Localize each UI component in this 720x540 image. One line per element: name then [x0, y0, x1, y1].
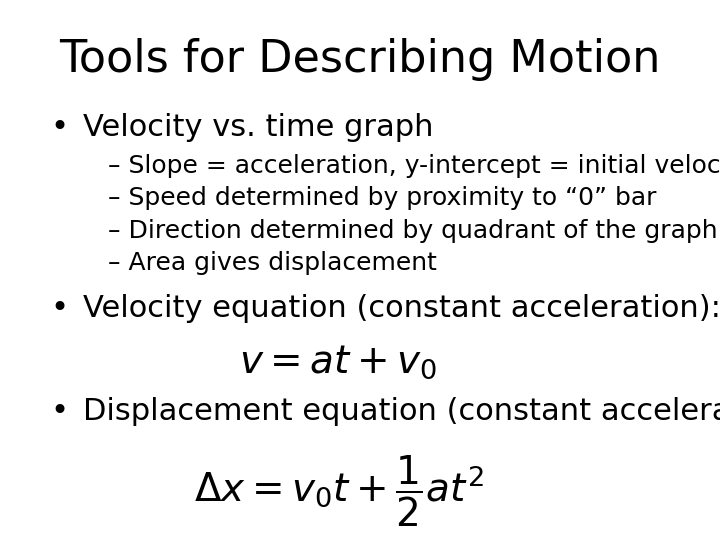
Text: – Direction determined by quadrant of the graph: – Direction determined by quadrant of th… [108, 219, 718, 242]
Text: Displacement equation (constant acceleration): Displacement equation (constant accelera… [83, 397, 720, 426]
Text: $v = at + v_0$: $v = at + v_0$ [239, 343, 438, 381]
Text: •: • [50, 294, 68, 323]
Text: – Area gives displacement: – Area gives displacement [108, 251, 437, 275]
Text: •: • [50, 113, 68, 143]
Text: •: • [50, 397, 68, 426]
Text: Velocity vs. time graph: Velocity vs. time graph [83, 113, 433, 143]
Text: $\Delta x = v_0 t + \dfrac{1}{2} at^2$: $\Delta x = v_0 t + \dfrac{1}{2} at^2$ [194, 454, 483, 529]
Text: – Slope = acceleration, y-intercept = initial velocity: – Slope = acceleration, y-intercept = in… [108, 154, 720, 178]
Text: Tools for Describing Motion: Tools for Describing Motion [59, 38, 661, 81]
Text: – Speed determined by proximity to “0” bar: – Speed determined by proximity to “0” b… [108, 186, 657, 210]
Text: Velocity equation (constant acceleration):: Velocity equation (constant acceleration… [83, 294, 720, 323]
